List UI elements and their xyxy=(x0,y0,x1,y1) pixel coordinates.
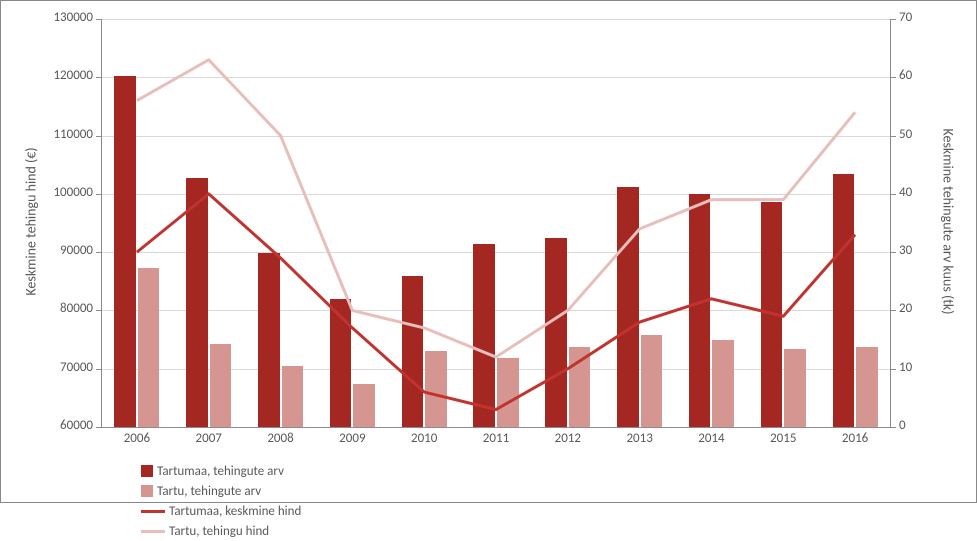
x-tick-label: 2013 xyxy=(604,431,676,446)
y2-tick-label: 40 xyxy=(899,185,912,200)
y2-tick-label: 10 xyxy=(899,360,912,375)
bar xyxy=(353,384,375,427)
legend-label: Tartu, tehingu hind xyxy=(169,524,269,539)
x-tick-label: 2009 xyxy=(316,431,388,446)
legend-swatch xyxy=(141,485,153,497)
x-tick-label: 2016 xyxy=(819,431,891,446)
legend-item: Tartumaa, keskmine hind xyxy=(141,501,521,521)
gridline xyxy=(101,194,891,195)
y1-tick-label: 100000 xyxy=(1,185,93,200)
bar xyxy=(641,335,663,427)
y2-tick-label: 20 xyxy=(899,301,912,316)
gridline xyxy=(101,136,891,137)
x-tick-label: 2012 xyxy=(532,431,604,446)
bar xyxy=(210,344,232,427)
y2-axis-title: Keskmine tehingute arv kuus (tk) xyxy=(940,92,957,352)
y1-tick-label: 110000 xyxy=(1,127,93,142)
bar xyxy=(761,202,783,427)
y2-tick-label: 50 xyxy=(899,127,912,142)
gridline xyxy=(101,77,891,78)
chart-container: 60000 0 70000 10 80000 20 90000 30 100000 40 11000… xyxy=(0,0,977,503)
legend-item: Tartumaa, tehingute arv xyxy=(141,461,521,481)
bar xyxy=(856,347,878,427)
bar xyxy=(282,366,304,427)
legend-item: Tartu, tehingute arv xyxy=(141,481,521,501)
bar xyxy=(712,340,734,427)
y1-tick-label: 130000 xyxy=(1,10,93,25)
legend-label: Tartumaa, tehingute arv xyxy=(157,464,284,479)
bar xyxy=(833,174,855,427)
y1-axis-title: Keskmine tehingu hind (€) xyxy=(23,122,40,322)
bar xyxy=(114,76,136,427)
legend-swatch xyxy=(141,510,165,513)
line-series xyxy=(137,60,855,357)
bar xyxy=(617,187,639,427)
bar xyxy=(186,178,208,427)
x-tick-label: 2008 xyxy=(245,431,317,446)
gridline xyxy=(101,19,891,20)
line-series xyxy=(137,194,855,410)
y1-tick-label: 120000 xyxy=(1,68,93,83)
y1-tick-label: 70000 xyxy=(1,360,93,375)
x-tick-label: 2007 xyxy=(173,431,245,446)
y2-tick-label: 70 xyxy=(899,10,912,25)
x-tick-label: 2014 xyxy=(676,431,748,446)
legend-swatch xyxy=(141,530,165,533)
legend-label: Tartumaa, keskmine hind xyxy=(169,504,301,519)
y2-tick-label: 30 xyxy=(899,243,912,258)
bar xyxy=(497,358,519,427)
y1-tick-label: 80000 xyxy=(1,301,93,316)
x-tick-label: 2011 xyxy=(460,431,532,446)
legend-swatch xyxy=(141,465,153,477)
legend-label: Tartu, tehingute arv xyxy=(157,484,261,499)
bar xyxy=(545,238,567,427)
bar xyxy=(138,268,160,427)
bar xyxy=(258,253,280,427)
y2-tick-label: 60 xyxy=(899,68,912,83)
bar xyxy=(784,349,806,427)
bar xyxy=(569,347,591,427)
x-tick-label: 2015 xyxy=(747,431,819,446)
bar xyxy=(402,276,424,427)
plot-area xyxy=(101,19,891,427)
legend: Tartumaa, tehingute arv Tartu, tehingute … xyxy=(141,461,901,541)
bar xyxy=(425,351,447,427)
bar xyxy=(473,244,495,427)
y1-tick-label: 90000 xyxy=(1,243,93,258)
bar xyxy=(330,299,352,427)
y1-tick-label: 60000 xyxy=(1,418,93,433)
y2-tick-label: 0 xyxy=(899,418,906,433)
gridline xyxy=(101,427,891,428)
x-tick-label: 2006 xyxy=(101,431,173,446)
x-tick-label: 2010 xyxy=(388,431,460,446)
legend-item: Tartu, tehingu hind xyxy=(141,521,521,541)
bar xyxy=(689,194,711,427)
